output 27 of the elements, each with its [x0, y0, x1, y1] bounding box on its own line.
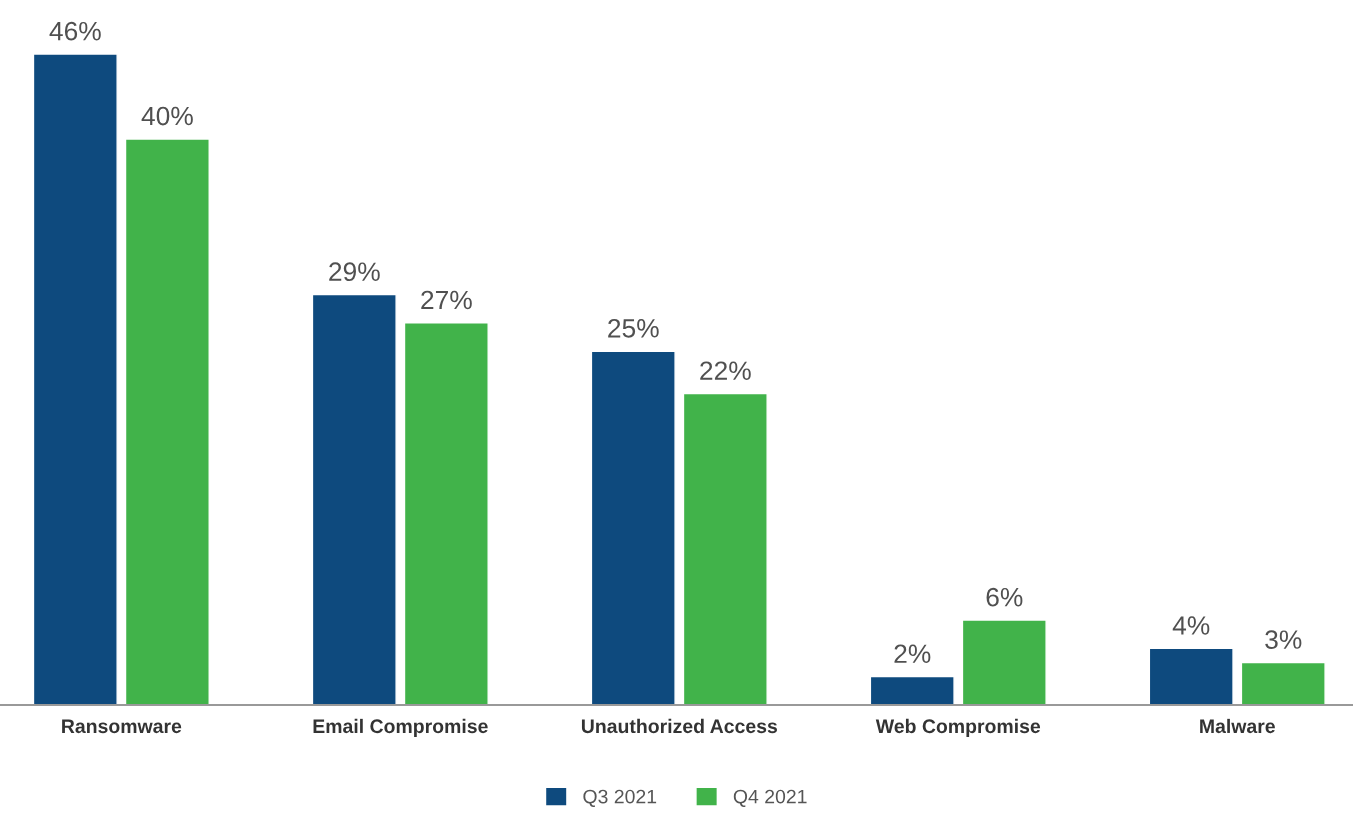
bar — [590, 350, 676, 705]
data-label: 46% — [49, 21, 101, 41]
data-label: 40% — [141, 106, 193, 126]
bar — [682, 392, 768, 705]
bar — [403, 322, 489, 705]
bar — [311, 293, 397, 705]
bar — [124, 138, 210, 705]
data-label: 2% — [894, 644, 931, 664]
x-tick-label: Ransomware — [62, 719, 182, 734]
bar — [32, 53, 118, 705]
x-tick-label: Malware — [1200, 718, 1275, 734]
bar — [961, 619, 1047, 705]
data-label: 29% — [329, 262, 380, 282]
bar — [869, 675, 955, 705]
x-tick-label: Unauthorized Access — [581, 718, 777, 734]
x-tick-label: Web Compromise — [875, 718, 1041, 737]
data-label: 27% — [421, 290, 472, 310]
legend-label: Q4 2021 — [733, 789, 807, 807]
data-label: 25% — [608, 318, 659, 338]
bar — [1148, 647, 1234, 705]
legend-label: Q3 2021 — [583, 789, 657, 807]
x-tick-label: Email Compromise — [313, 718, 488, 737]
data-label: 4% — [1172, 616, 1210, 635]
data-label: 22% — [700, 361, 751, 380]
data-label: 6% — [986, 587, 1023, 607]
bar — [1240, 661, 1326, 705]
data-label: 3% — [1265, 630, 1302, 649]
